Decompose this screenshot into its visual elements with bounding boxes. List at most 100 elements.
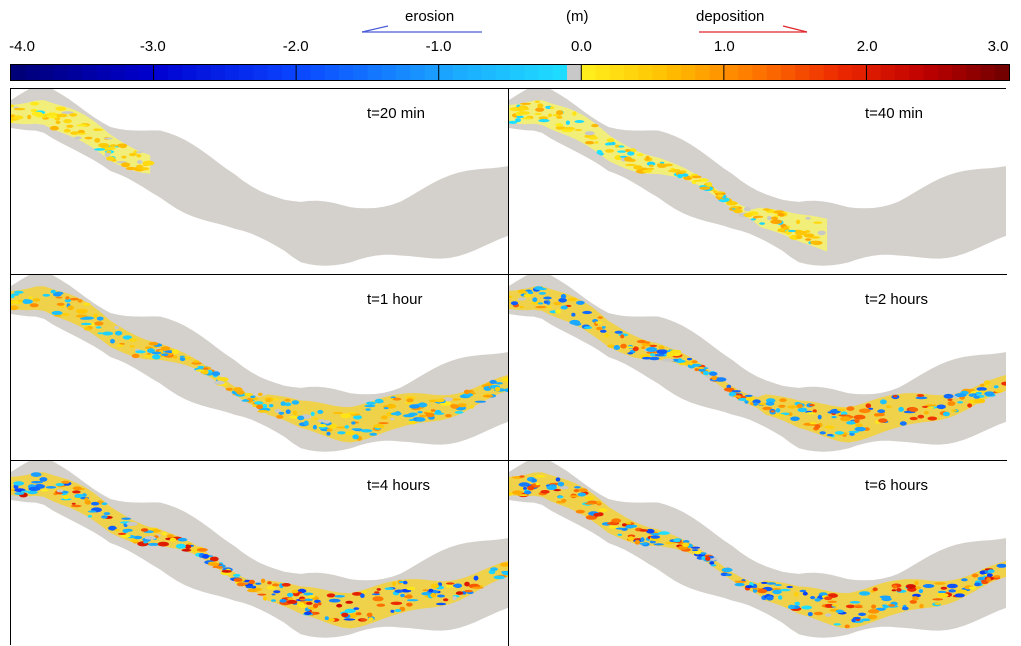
bed-change-speckle [553,489,562,492]
bed-change-speckle [810,240,819,245]
bed-change-speckle [445,584,454,588]
bed-change-speckle [95,326,102,329]
colorbar-segment [624,65,639,80]
bed-change-speckle [337,431,346,435]
bed-change-speckle [787,229,797,233]
bed-change-speckle [352,434,359,440]
bed-change-speckle [51,310,63,316]
bed-change-speckle [654,353,665,357]
bed-change-speckle [546,306,552,309]
bed-change-speckle [142,160,155,166]
bed-change-speckle [973,395,980,399]
bed-change-speckle [855,423,863,427]
bed-change-speckle [136,154,142,158]
bed-change-speckle [181,548,192,552]
colorbar-segment [139,65,155,80]
bed-change-speckle [71,502,76,505]
bed-change-speckle [304,598,313,601]
bed-change-speckle [934,602,941,605]
bed-change-speckle [974,582,981,587]
bed-change-speckle [537,302,544,305]
bed-change-speckle [366,612,373,618]
panel-divider-vertical [508,89,509,646]
bed-change-speckle [691,175,702,179]
bed-change-speckle [627,151,635,156]
bed-change-speckle [649,356,660,361]
colorbar [10,64,1010,81]
bed-change-speckle [50,289,56,294]
floodplain-area [11,89,508,266]
colorbar-segment [495,65,511,80]
bed-change-speckle [932,598,944,601]
bed-change-speckle [788,604,795,610]
bed-change-speckle [392,397,402,401]
bed-change-speckle [867,609,880,614]
bed-change-speckle [292,410,298,416]
bed-change-speckle [406,602,413,607]
bed-change-speckle [280,401,286,406]
bed-change-speckle [232,573,241,577]
bed-change-speckle [766,582,776,585]
colorbar-segment [353,65,369,80]
colorbar-segment [239,65,254,80]
colorbar-segment [780,65,796,80]
bed-change-speckle [805,238,812,241]
bed-change-speckle [119,143,127,149]
bed-change-speckle [28,486,41,491]
bed-change-speckle [942,411,950,417]
bed-change-speckle [865,403,872,408]
bed-change-speckle [557,495,564,499]
bed-change-speckle [409,404,420,409]
panel-divider-horizontal [11,460,1007,461]
bed-change-speckle [922,584,935,588]
bed-change-speckle [103,512,111,516]
bed-change-speckle [565,120,570,125]
bed-change-speckle [703,370,709,376]
bed-change-speckle [919,603,924,609]
bed-change-speckle [469,405,474,409]
bed-change-speckle [620,334,625,339]
bed-change-speckle [177,537,188,542]
bed-change-speckle [622,523,627,527]
bed-change-speckle [195,369,204,372]
map-panel: t=4 hours [11,461,508,646]
bed-change-speckle [482,395,494,398]
bed-change-speckle [691,360,698,364]
bed-change-speckle [202,554,210,559]
colorbar-segment [766,65,782,80]
bed-change-speckle [400,593,405,598]
colorbar-segment [53,65,69,80]
bed-change-speckle [344,608,356,613]
bed-change-speckle [318,424,327,428]
bed-change-speckle [140,167,150,171]
bed-change-speckle [515,118,521,123]
bed-change-speckle [595,321,603,324]
bed-change-speckle [464,589,473,593]
colorbar-segment [110,65,126,80]
bed-change-speckle [28,296,33,300]
colorbar-tick-label: 3.0 [987,38,1009,55]
bed-change-speckle [209,556,219,562]
bed-change-speckle [605,142,610,146]
bed-change-speckle [578,488,588,493]
bed-change-speckle [327,618,336,622]
bed-change-speckle [854,426,866,432]
bed-change-speckle [948,589,956,593]
bed-change-speckle [896,588,902,592]
bed-change-speckle [94,148,106,151]
bed-change-speckle [649,540,656,544]
bed-change-speckle [611,518,622,523]
bed-change-speckle [254,401,264,405]
bed-change-speckle [812,409,817,413]
bed-change-speckle [709,561,715,565]
bed-change-speckle [639,529,648,532]
bed-change-speckle [757,588,768,594]
bed-change-speckle [269,404,274,408]
bed-change-speckle [289,415,300,419]
bed-change-speckle [365,408,371,411]
bed-change-speckle [55,483,65,487]
bed-change-speckle [836,408,846,412]
bed-change-speckle [849,601,861,604]
bed-change-speckle [261,403,268,409]
bed-change-speckle [649,353,655,357]
